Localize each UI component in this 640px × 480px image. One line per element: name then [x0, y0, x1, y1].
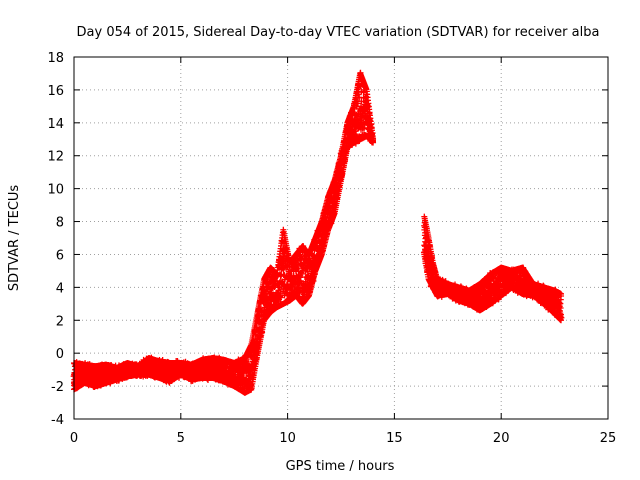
- axis-ticks: 0 5 10 15 20 25 -4 -2 0 2 4 6 8 10 12 14 16 18: [47, 51, 616, 446]
- data-point: [277, 294, 284, 301]
- y-tick-label: 2: [56, 314, 64, 329]
- series-1: [420, 213, 565, 324]
- y-tick-label: 8: [56, 216, 64, 231]
- x-tick-label: 20: [493, 431, 510, 446]
- x-tick-label: 0: [70, 431, 78, 446]
- y-tick-label: -2: [51, 380, 64, 395]
- y-tick-label: -4: [51, 413, 64, 428]
- y-tick-label: 6: [56, 248, 64, 263]
- y-tick-label: 10: [47, 183, 64, 198]
- y-tick-label: 12: [47, 150, 64, 165]
- x-tick-label: 15: [386, 431, 403, 446]
- y-tick-label: 0: [56, 347, 64, 362]
- x-tick-label: 10: [279, 431, 296, 446]
- y-tick-label: 16: [47, 84, 64, 99]
- data-point: [277, 293, 284, 300]
- data-point: [252, 331, 259, 338]
- x-tick-label: 5: [177, 431, 185, 446]
- chart-title: Day 054 of 2015, Sidereal Day-to-day VTE…: [77, 25, 600, 40]
- y-tick-label: 14: [47, 117, 64, 132]
- data-point: [257, 312, 264, 319]
- data-point: [280, 266, 287, 273]
- x-tick-label: 25: [600, 431, 617, 446]
- data-series: [70, 69, 565, 396]
- y-tick-label: 18: [47, 51, 64, 66]
- data-point: [248, 353, 255, 360]
- y-tick-label: 4: [56, 281, 64, 296]
- series-0: [70, 69, 377, 396]
